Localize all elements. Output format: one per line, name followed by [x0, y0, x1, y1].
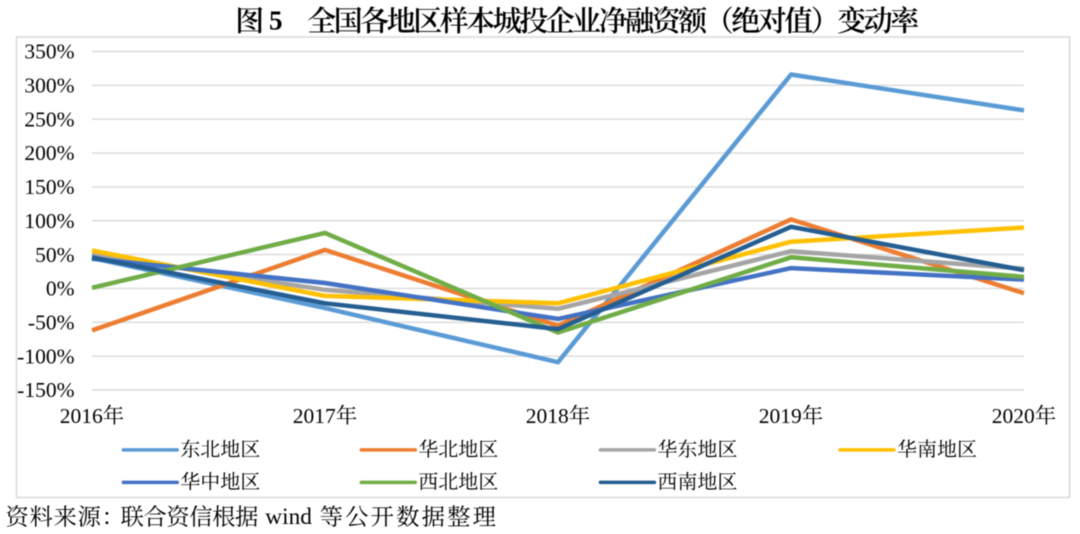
svg-text:200%: 200% — [24, 141, 74, 165]
svg-text:350%: 350% — [24, 40, 74, 64]
svg-text:100%: 100% — [24, 209, 74, 233]
svg-text:150%: 150% — [24, 175, 74, 199]
svg-text:2017: 2017 — [293, 404, 336, 428]
svg-text:2018: 2018 — [526, 404, 569, 428]
svg-text:250%: 250% — [24, 107, 74, 131]
svg-text:5: 5 — [269, 5, 283, 35]
svg-text:-100%: -100% — [17, 344, 74, 368]
svg-text:-150%: -150% — [17, 378, 74, 402]
svg-text:2020: 2020 — [992, 404, 1035, 428]
svg-text:wind: wind — [265, 504, 312, 530]
svg-text:0%: 0% — [46, 277, 75, 301]
svg-text:-50%: -50% — [28, 310, 75, 334]
svg-text:2016: 2016 — [60, 404, 103, 428]
svg-text:50%: 50% — [35, 243, 75, 267]
svg-text:2019: 2019 — [759, 404, 802, 428]
svg-text:300%: 300% — [24, 74, 74, 98]
